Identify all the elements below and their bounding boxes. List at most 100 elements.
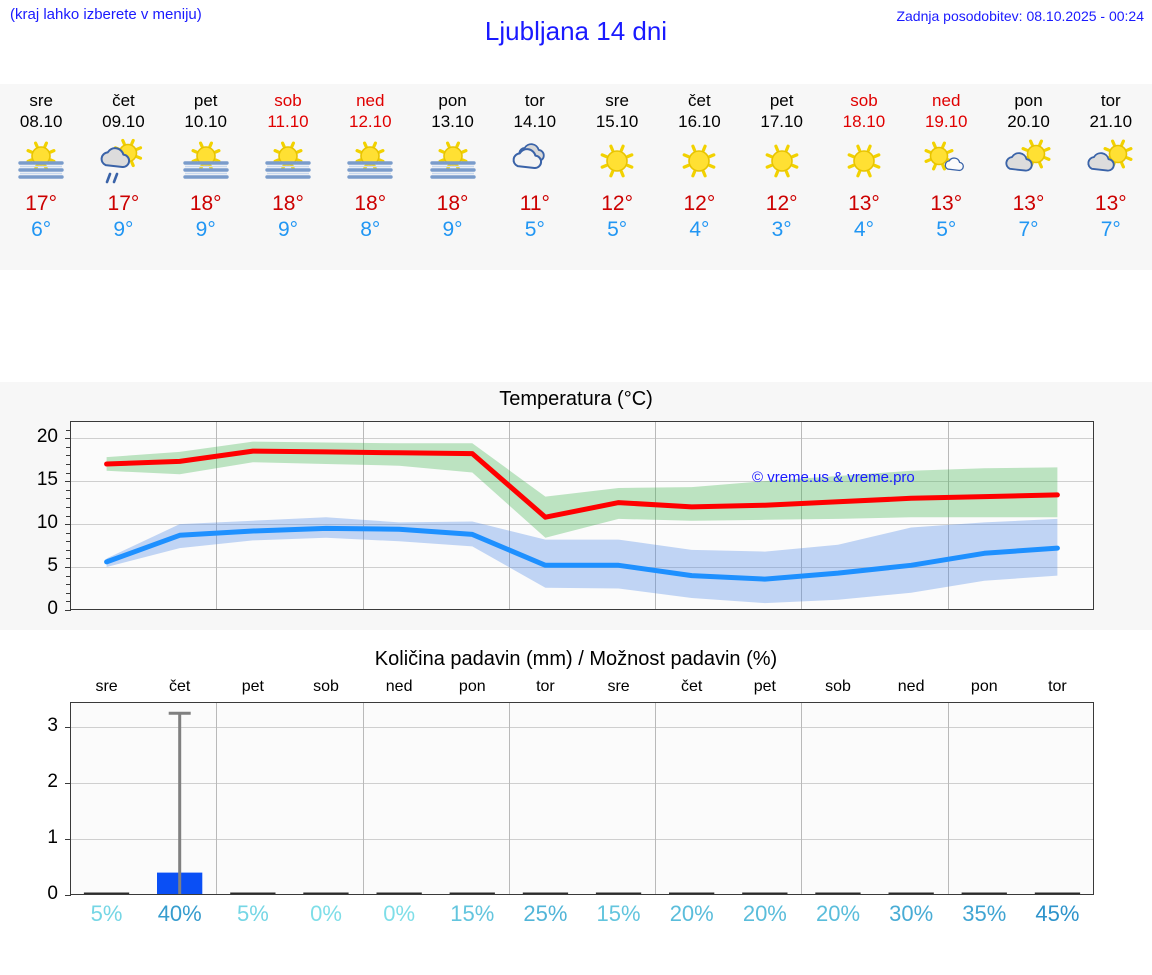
precip-probability-label: 35%: [962, 901, 1007, 926]
precip-day-label: ned: [385, 678, 413, 695]
sun-haze-icon: [341, 135, 399, 187]
precip-day-label: sob: [313, 678, 339, 695]
day-name: čet: [688, 91, 711, 110]
precip-day-label: pon: [458, 678, 486, 695]
day-date: 13.10: [431, 112, 474, 131]
day-date: 21.10: [1089, 112, 1133, 131]
forecast-day-column[interactable]: pon 13.10 18° 9°: [411, 84, 493, 270]
y-axis-label: 5: [47, 555, 58, 577]
forecast-day-column[interactable]: ned 19.10 13° 5°: [905, 84, 987, 270]
forecast-day-strip: sre 08.10 17° 6° čet 09.10 17° 9° pet 10.10 18°…: [0, 84, 1152, 270]
temperature-chart-title: Temperatura (°C): [499, 388, 653, 410]
day-temp-min: 5°: [936, 218, 957, 241]
day-name: tor: [524, 91, 545, 110]
forecast-day-column[interactable]: sob 18.10 13° 4°: [823, 84, 905, 270]
sun-cloud-rain-icon: [94, 135, 152, 187]
day-date: 10.10: [184, 112, 227, 131]
y-axis-minor-tick: [66, 558, 70, 559]
y-axis-tick: [65, 481, 71, 482]
precip-probability-label: 30%: [889, 901, 934, 926]
gridline-vertical: [655, 702, 656, 895]
gridline-vertical: [801, 421, 802, 610]
y-axis-minor-tick: [66, 464, 70, 465]
forecast-day-column[interactable]: čet 16.10 12° 4°: [658, 84, 740, 270]
precip-probability-label: 5%: [236, 901, 269, 926]
y-axis-tick: [65, 567, 71, 568]
y-axis-label: 20: [36, 426, 58, 448]
precip-day-label: sre: [95, 678, 118, 695]
cloud-sun-icon: [1082, 135, 1140, 187]
y-axis-minor-tick: [66, 473, 70, 474]
precip-probability-label: 0%: [383, 901, 416, 926]
day-name: pet: [769, 91, 794, 110]
gridline-vertical: [801, 702, 802, 895]
y-axis-label: 0: [47, 598, 58, 619]
precipitation-plot-area: [70, 702, 1094, 895]
last-update-text: Zadnja posodobitev: 08.10.2025 - 00:24: [896, 8, 1144, 24]
day-temp-min: 9°: [277, 218, 299, 241]
gridline-horizontal: [70, 481, 1094, 482]
forecast-day-column[interactable]: pet 10.10 18° 9°: [165, 84, 247, 270]
sun-icon: [753, 135, 811, 187]
sun-icon: [835, 135, 893, 187]
day-date: 19.10: [924, 112, 968, 131]
y-axis-label: 15: [36, 469, 58, 491]
y-axis-minor-tick: [66, 516, 70, 517]
day-name: sob: [850, 91, 878, 110]
y-axis-label: 0: [47, 883, 58, 904]
day-temp-min: 7°: [1018, 218, 1039, 241]
gridline-horizontal: [70, 783, 1094, 784]
precip-probability-label: 15%: [450, 901, 495, 926]
y-axis-minor-tick: [66, 498, 70, 499]
precip-probability-label: 45%: [1035, 901, 1080, 926]
precip-day-label: čet: [681, 678, 703, 695]
gridline-horizontal: [70, 839, 1094, 840]
forecast-day-column[interactable]: pon 20.10 13° 7°: [987, 84, 1069, 270]
day-temp-max: 13°: [1012, 192, 1045, 215]
day-date: 09.10: [102, 112, 145, 131]
y-axis-minor-tick: [66, 447, 70, 448]
forecast-day-column[interactable]: sob 11.10 18° 9°: [247, 84, 329, 270]
forecast-day-column[interactable]: ned 12.10 18° 8°: [329, 84, 411, 270]
day-temp-max: 12°: [765, 192, 798, 215]
gridline-vertical: [363, 702, 364, 895]
precip-probability-label: 40%: [157, 901, 202, 926]
day-name: sob: [274, 91, 302, 110]
gridline-vertical: [216, 702, 217, 895]
sun-haze-icon: [12, 135, 70, 187]
forecast-day-column[interactable]: pet 17.10 12° 3°: [741, 84, 823, 270]
day-name: pon: [1014, 91, 1043, 110]
forecast-day-column[interactable]: sre 15.10 12° 5°: [576, 84, 658, 270]
gridline-vertical: [509, 702, 510, 895]
forecast-day-column[interactable]: sre 08.10 17° 6°: [0, 84, 82, 270]
day-temp-min: 5°: [607, 218, 628, 241]
day-name: tor: [1100, 91, 1121, 110]
day-temp-max: 13°: [848, 192, 880, 215]
precip-day-label: pon: [970, 678, 998, 695]
day-temp-max: 18°: [436, 192, 469, 215]
day-temp-min: 3°: [771, 218, 792, 241]
gridline-vertical: [948, 421, 949, 610]
precip-day-label: pet: [241, 678, 264, 695]
precip-probability-label: 15%: [596, 901, 641, 926]
day-temp-min: 9°: [442, 218, 463, 241]
day-temp-max: 18°: [272, 192, 304, 215]
y-axis-minor-tick: [66, 601, 70, 602]
gridline-horizontal: [70, 438, 1094, 439]
precip-day-label: sre: [607, 678, 630, 695]
day-temp-max: 13°: [930, 192, 963, 215]
y-axis-tick: [65, 610, 71, 611]
y-axis-minor-tick: [66, 550, 70, 551]
day-temp-min: 9°: [113, 218, 134, 241]
forecast-day-column[interactable]: tor 14.10 11° 5°: [494, 84, 576, 270]
day-name: ned: [932, 91, 961, 110]
y-axis-tick: [65, 727, 71, 728]
page-header: (kraj lahko izberete v meniju) Ljubljana…: [0, 0, 1152, 56]
forecast-day-column[interactable]: čet 09.10 17° 9°: [82, 84, 164, 270]
sun-small-cloud-icon: [917, 135, 975, 187]
day-date: 20.10: [1007, 112, 1050, 131]
forecast-day-column[interactable]: tor 21.10 13° 7°: [1070, 84, 1152, 270]
y-axis-label: 2: [47, 771, 58, 793]
day-name: čet: [112, 91, 135, 110]
